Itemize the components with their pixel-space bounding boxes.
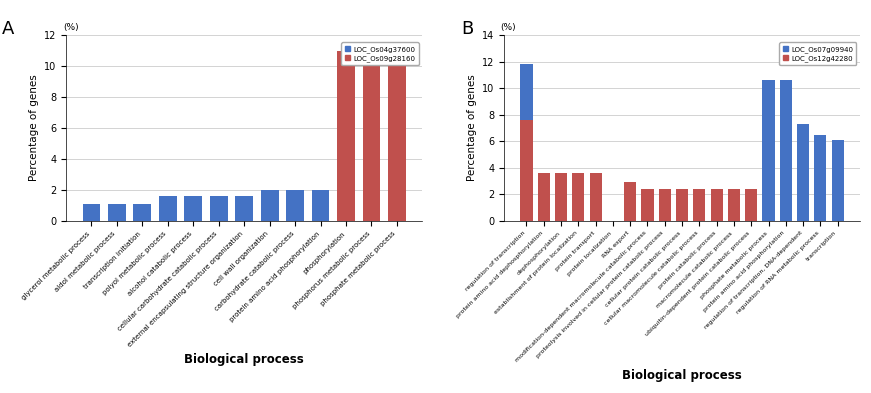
Legend: LOC_Os04g37600, LOC_Os09g28160: LOC_Os04g37600, LOC_Os09g28160	[341, 42, 418, 65]
Bar	[814, 135, 827, 221]
X-axis label: Biological process: Biological process	[185, 353, 304, 366]
Bar	[555, 173, 567, 221]
Bar	[210, 196, 227, 221]
Bar	[337, 51, 354, 221]
Bar	[260, 190, 279, 221]
Bar	[520, 64, 532, 221]
Bar	[388, 51, 406, 221]
Bar	[235, 196, 253, 221]
Bar	[572, 173, 584, 221]
Text: (%): (%)	[63, 23, 78, 31]
Bar	[728, 189, 740, 221]
Text: A: A	[3, 20, 15, 39]
Bar	[641, 189, 653, 221]
Legend: LOC_Os07g09940, LOC_Os12g42280: LOC_Os07g09940, LOC_Os12g42280	[780, 42, 856, 65]
Text: (%): (%)	[501, 23, 517, 31]
Bar	[590, 173, 602, 221]
Bar	[159, 196, 177, 221]
Bar	[555, 182, 567, 221]
X-axis label: Biological process: Biological process	[622, 369, 742, 382]
Bar	[676, 189, 688, 221]
Bar	[312, 190, 329, 221]
Bar	[537, 182, 550, 221]
Bar	[762, 80, 774, 221]
Bar	[832, 140, 844, 221]
Bar	[537, 173, 550, 221]
Bar	[362, 51, 381, 221]
Bar	[287, 190, 304, 221]
Bar	[658, 189, 671, 221]
Bar	[185, 196, 202, 221]
Bar	[83, 204, 100, 221]
Bar	[746, 189, 757, 221]
Bar	[108, 204, 125, 221]
Bar	[520, 120, 532, 221]
Bar	[780, 80, 792, 221]
Bar	[693, 189, 706, 221]
Bar	[797, 124, 809, 221]
Bar	[133, 204, 152, 221]
Bar	[625, 182, 636, 221]
Bar	[711, 189, 723, 221]
Y-axis label: Percentage of genes: Percentage of genes	[467, 75, 476, 182]
Text: B: B	[462, 20, 474, 39]
Y-axis label: Percentage of genes: Percentage of genes	[29, 75, 38, 182]
